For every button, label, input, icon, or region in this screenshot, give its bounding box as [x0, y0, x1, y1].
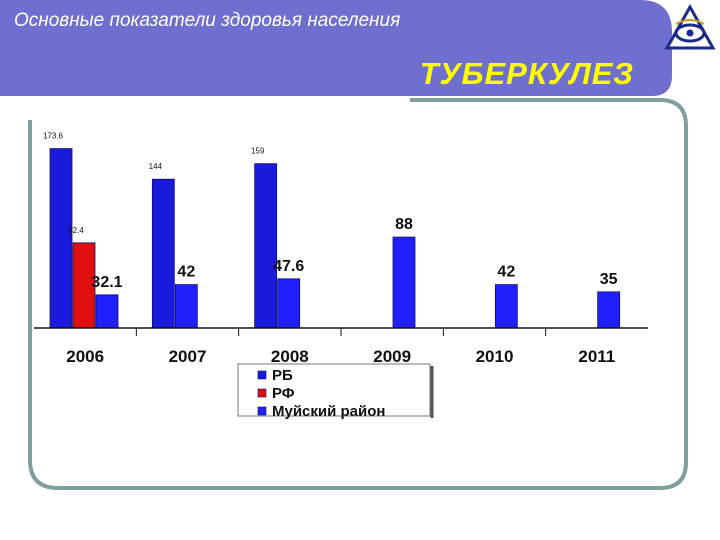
x-tick-label: 2009: [373, 347, 411, 366]
bar-2009-2: [392, 236, 416, 329]
data-label: 32.1: [91, 274, 122, 291]
data-labels: 173.6 82.4 32.1 144 42 159 47.6 88 42 35: [43, 132, 618, 291]
bar-2010-2: [494, 284, 518, 329]
legend-label: РБ: [272, 367, 293, 384]
bars-layer: [49, 148, 621, 329]
legend-swatch: [257, 406, 267, 416]
bar-2011-2: [597, 291, 621, 329]
data-label: 82.4: [68, 226, 84, 235]
bar-2008-2: [277, 278, 301, 329]
bar-2008-0: [254, 163, 278, 329]
data-label: 144: [149, 162, 163, 171]
legend-swatch: [257, 388, 267, 398]
section-title: ТУБЕРКУЛЕЗ: [419, 56, 634, 91]
data-label: 88: [395, 216, 413, 233]
x-tick-label: 2006: [66, 347, 104, 366]
bar-2006-2: [95, 294, 119, 329]
legend-box: [237, 363, 431, 417]
header-band: [0, 0, 720, 490]
x-tick-label: 2010: [476, 347, 514, 366]
data-label: 42: [177, 264, 195, 281]
slide-title: Основные показатели здоровья населения: [14, 10, 401, 31]
logo-icon: [664, 4, 716, 50]
x-tick-label: 2007: [169, 347, 207, 366]
legend-swatch: [257, 370, 267, 380]
data-label: 173.6: [43, 132, 64, 141]
x-tick-labels: 2006 2007 2008 2009 2010 2011: [66, 328, 615, 366]
data-label: 42: [497, 264, 515, 281]
data-label: 47.6: [273, 258, 304, 275]
bar-2007-2: [174, 284, 198, 329]
bar-2007-0: [151, 178, 175, 329]
legend-label: РФ: [272, 385, 295, 402]
data-label: 159: [251, 147, 265, 156]
legend-label: Муйский район: [272, 403, 385, 420]
x-tick-label: 2008: [271, 347, 309, 366]
data-label: 35: [600, 271, 618, 288]
header-shape: [0, 0, 688, 490]
bar-2006-0: [49, 148, 73, 329]
x-tick-label: 2011: [578, 347, 615, 366]
